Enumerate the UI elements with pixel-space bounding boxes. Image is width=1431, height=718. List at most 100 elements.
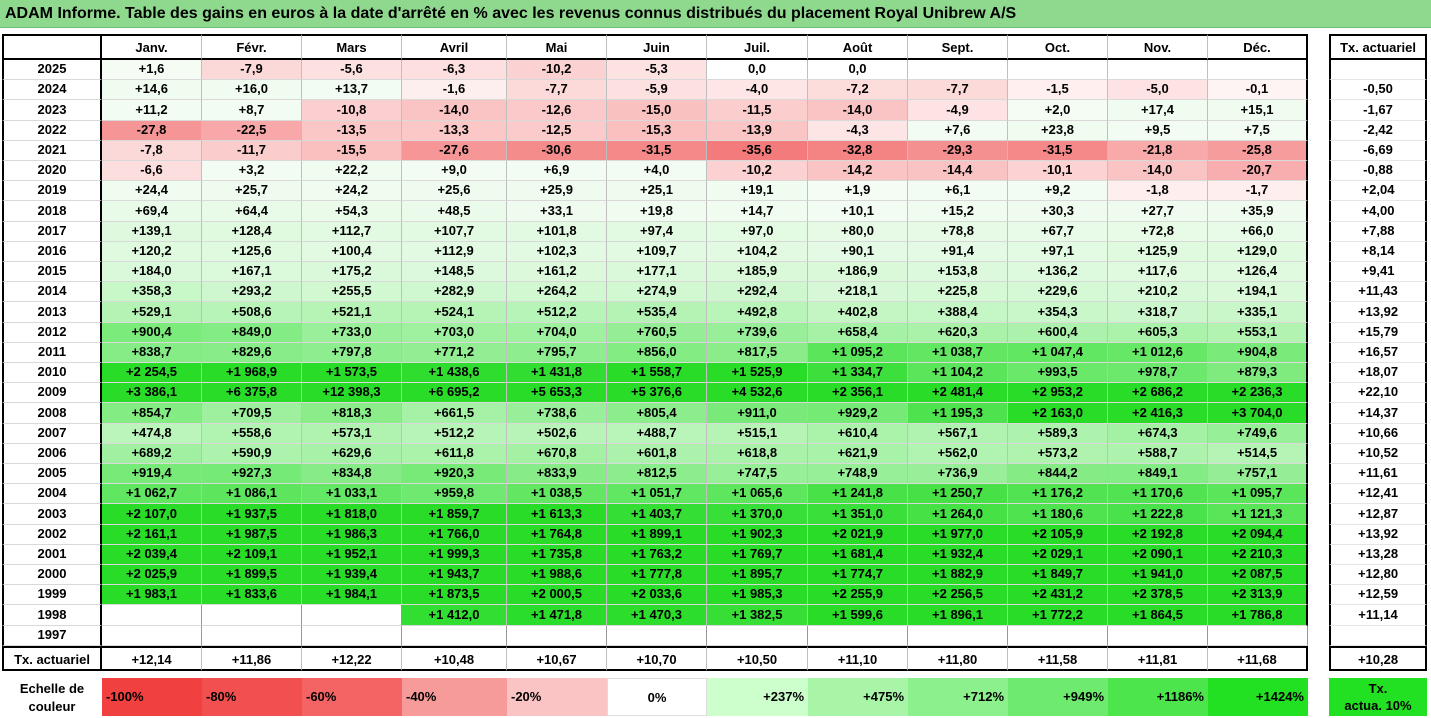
footer-value: +11,10 — [808, 646, 908, 671]
value-cell: +856,0 — [607, 343, 707, 363]
row-tx — [1329, 60, 1427, 80]
value-cell: +670,8 — [507, 444, 607, 464]
value-cell: -25,8 — [1208, 141, 1308, 161]
value-cell: +112,7 — [302, 222, 402, 242]
row-year: 2002 — [2, 525, 102, 545]
value-cell: -12,5 — [507, 121, 607, 141]
value-cell: +1 859,7 — [402, 504, 507, 525]
value-cell: +492,8 — [707, 302, 808, 323]
value-cell: +621,9 — [808, 444, 908, 464]
value-cell: +274,9 — [607, 282, 707, 302]
value-cell — [1008, 626, 1108, 646]
value-cell: +1 170,6 — [1108, 484, 1208, 504]
value-cell: +590,9 — [202, 444, 302, 464]
value-cell: +1 977,0 — [908, 525, 1008, 545]
value-cell: +1 932,4 — [908, 545, 1008, 565]
legend-swatch: -60% — [302, 678, 402, 716]
value-cell: +1 786,8 — [1208, 605, 1308, 626]
value-cell — [202, 605, 302, 626]
value-cell: +1 062,7 — [102, 484, 202, 504]
row-year: 2001 — [2, 545, 102, 565]
row-tx: -2,42 — [1329, 121, 1427, 141]
value-cell: +1 012,6 — [1108, 343, 1208, 363]
footer-value: +11,86 — [202, 646, 302, 671]
value-cell: +101,8 — [507, 222, 607, 242]
value-cell: +747,5 — [707, 464, 808, 484]
value-cell: +703,0 — [402, 323, 507, 343]
value-cell: +2 313,9 — [1208, 585, 1308, 605]
month-header: Avril — [402, 34, 507, 60]
value-cell: +611,8 — [402, 444, 507, 464]
value-cell: -10,1 — [1008, 161, 1108, 181]
value-cell: +22,2 — [302, 161, 402, 181]
value-cell: +1 382,5 — [707, 605, 808, 626]
value-cell: +2 087,5 — [1208, 565, 1308, 585]
value-cell: +1 895,7 — [707, 565, 808, 585]
value-cell: +1 849,7 — [1008, 565, 1108, 585]
value-cell: +514,5 — [1208, 444, 1308, 464]
row-tx: +12,41 — [1329, 484, 1427, 504]
value-cell: +795,7 — [507, 343, 607, 363]
value-cell: +911,0 — [707, 403, 808, 424]
value-cell — [202, 626, 302, 646]
value-cell: +1 222,8 — [1108, 504, 1208, 525]
value-cell: +573,1 — [302, 424, 402, 444]
legend-tx-line2: actua. 10% — [1344, 698, 1412, 713]
value-cell — [302, 605, 402, 626]
value-cell: +674,3 — [1108, 424, 1208, 444]
legend-swatch: +475% — [808, 678, 908, 716]
value-cell — [1108, 60, 1208, 80]
value-cell: +2 029,1 — [1008, 545, 1108, 565]
value-cell: +1 264,0 — [908, 504, 1008, 525]
value-cell — [507, 626, 607, 646]
value-cell: +849,0 — [202, 323, 302, 343]
value-cell: +11,2 — [102, 100, 202, 121]
value-cell: +7,5 — [1208, 121, 1308, 141]
value-cell: +610,4 — [808, 424, 908, 444]
value-cell: +148,5 — [402, 262, 507, 282]
value-cell: +733,0 — [302, 323, 402, 343]
row-year: 2021 — [2, 141, 102, 161]
value-cell: +1 777,8 — [607, 565, 707, 585]
value-cell: +567,1 — [908, 424, 1008, 444]
row-year: 2008 — [2, 403, 102, 424]
value-cell: +1 095,2 — [808, 343, 908, 363]
value-cell: +72,8 — [1108, 222, 1208, 242]
value-cell: +97,1 — [1008, 242, 1108, 262]
value-cell: +107,7 — [402, 222, 507, 242]
value-cell: +1 470,3 — [607, 605, 707, 626]
row-tx: +18,07 — [1329, 363, 1427, 383]
value-cell: -30,6 — [507, 141, 607, 161]
footer-value: +12,14 — [102, 646, 202, 671]
value-cell: -22,5 — [202, 121, 302, 141]
value-cell: +19,8 — [607, 201, 707, 222]
value-cell: +978,7 — [1108, 363, 1208, 383]
value-cell: +1 772,2 — [1008, 605, 1108, 626]
value-cell: +177,1 — [607, 262, 707, 282]
value-cell: +109,7 — [607, 242, 707, 262]
value-cell: +282,9 — [402, 282, 507, 302]
value-cell: +529,1 — [102, 302, 202, 323]
value-cell: +849,1 — [1108, 464, 1208, 484]
value-cell: +186,9 — [808, 262, 908, 282]
value-cell: +1 896,1 — [908, 605, 1008, 626]
value-cell — [1108, 626, 1208, 646]
value-cell: +8,7 — [202, 100, 302, 121]
month-header: Mai — [507, 34, 607, 60]
row-year: 2003 — [2, 504, 102, 525]
value-cell: +601,8 — [607, 444, 707, 464]
value-cell — [102, 605, 202, 626]
value-cell: +25,9 — [507, 181, 607, 201]
row-year: 2023 — [2, 100, 102, 121]
value-cell: +900,4 — [102, 323, 202, 343]
value-cell: +402,8 — [808, 302, 908, 323]
value-cell: +1 987,5 — [202, 525, 302, 545]
value-cell: +562,0 — [908, 444, 1008, 464]
value-cell: +129,0 — [1208, 242, 1308, 262]
value-cell: +17,4 — [1108, 100, 1208, 121]
value-cell: +1 818,0 — [302, 504, 402, 525]
legend-swatch: +712% — [908, 678, 1008, 716]
row-year: 2019 — [2, 181, 102, 201]
value-cell: +1 525,9 — [707, 363, 808, 383]
value-cell: -1,7 — [1208, 181, 1308, 201]
